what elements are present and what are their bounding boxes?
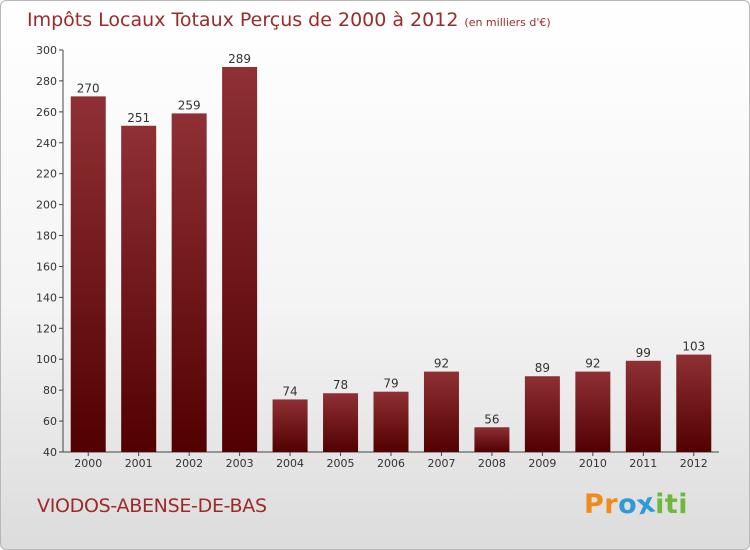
x-tick-label: 2009 [528, 457, 556, 470]
data-label: 89 [535, 361, 550, 375]
x-tick-label: 2001 [125, 457, 153, 470]
x-tick-label: 2005 [327, 457, 355, 470]
logo-letter: r [604, 489, 619, 520]
data-label: 251 [127, 111, 150, 125]
y-tick-label: 200 [36, 199, 57, 212]
data-label: 103 [682, 340, 705, 354]
y-tick-label: 80 [43, 384, 57, 397]
logo-letter: i [655, 489, 665, 520]
bar-2007 [423, 371, 459, 452]
y-tick-label: 100 [36, 353, 57, 366]
data-label: 259 [178, 98, 201, 112]
data-label: 289 [228, 52, 251, 66]
bar-2000 [70, 96, 106, 452]
bar-2010 [575, 371, 611, 452]
bar-2006 [373, 391, 409, 452]
x-tick-label: 2012 [680, 457, 708, 470]
logo-letter: t [664, 489, 679, 520]
bar-2012 [676, 354, 712, 452]
y-tick-label: 60 [43, 415, 57, 428]
data-label: 56 [484, 412, 499, 426]
y-tick-label: 300 [36, 44, 57, 57]
chart-title-text: Impôts Locaux Totaux Perçus de 2000 à 20… [27, 9, 459, 31]
logo-letter: P [584, 489, 605, 520]
x-tick-label: 2011 [629, 457, 657, 470]
x-tick-label: 2000 [74, 457, 102, 470]
data-label: 78 [333, 378, 348, 392]
x-tick-label: 2010 [579, 457, 607, 470]
y-tick-label: 280 [36, 75, 57, 88]
bar-2002 [171, 113, 207, 453]
y-tick-label: 180 [36, 230, 57, 243]
y-tick-label: 240 [36, 137, 57, 150]
bar-2003 [222, 67, 258, 452]
data-label: 99 [636, 346, 651, 360]
data-label: 92 [585, 357, 600, 371]
commune-name: VIODOS-ABENSE-DE-BAS [37, 495, 267, 517]
data-label: 79 [383, 377, 398, 391]
proxiti-logo: Proxiti [584, 487, 689, 521]
x-tick-label: 2002 [175, 457, 203, 470]
bar-2004 [272, 399, 308, 452]
y-tick-label: 160 [36, 260, 57, 273]
bar-2011 [625, 360, 661, 452]
x-tick-label: 2003 [226, 457, 254, 470]
x-tick-label: 2006 [377, 457, 405, 470]
bar-2008 [474, 427, 510, 452]
x-tick-label: 2007 [427, 457, 455, 470]
logo-letter: i [678, 489, 689, 520]
y-tick-label: 120 [36, 322, 57, 335]
y-tick-label: 220 [36, 168, 57, 181]
y-tick-label: 40 [43, 446, 57, 459]
bar-2005 [323, 393, 359, 452]
bar-2009 [524, 376, 560, 452]
logo-letter: o [618, 489, 638, 520]
data-label: 270 [77, 81, 100, 95]
data-label: 92 [434, 357, 449, 371]
chart-title: Impôts Locaux Totaux Perçus de 2000 à 20… [27, 9, 551, 31]
y-tick-label: 140 [36, 291, 57, 304]
bar-2001 [121, 125, 157, 452]
y-tick-label: 260 [36, 106, 57, 119]
x-tick-label: 2004 [276, 457, 304, 470]
x-tick-label: 2008 [478, 457, 506, 470]
data-label: 74 [282, 384, 297, 398]
chart-unit: (en milliers d'€) [464, 16, 551, 29]
